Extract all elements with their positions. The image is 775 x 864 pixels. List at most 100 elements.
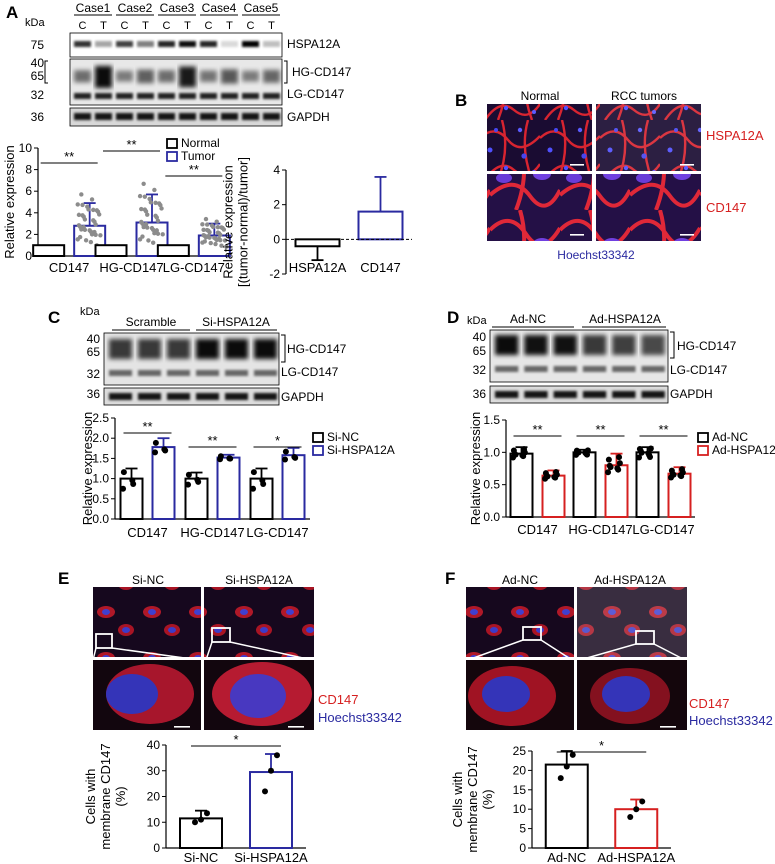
data-point [140,234,145,239]
y-axis-label: Cells withmembrane CD147(%) [83,743,128,849]
band-hg-cd147 [200,70,217,82]
legend-label: Normal [181,136,220,150]
group-ad-nc: Ad-NC [510,312,546,326]
marker-32: 32 [473,363,487,377]
data-point [160,232,165,237]
lane-label: T [184,20,191,32]
y-tick-label: 0.0 [92,512,109,526]
zoom-line [205,641,213,661]
legend-swatch [312,432,324,443]
data-point [204,810,210,817]
data-point [201,227,206,232]
band-lg-cd147 [95,93,112,99]
data-point [86,207,91,212]
band-hspa12a [116,41,133,47]
data-point [153,213,158,218]
scale-bar [570,164,584,166]
chart-e: 0 10 20 30 40 Cells withmembrane CD147(%) Si-N… [83,732,308,864]
y-tick-label: 0.5 [92,492,109,506]
data-point [142,194,148,199]
lane-label: C [79,20,87,32]
data-point [145,225,150,230]
zoom-line [653,643,686,661]
y-tick-label: 0 [153,841,160,855]
chart-a2: -2 0 2 4 Relative expression[(tumor-normal)/… [221,157,412,287]
band-gapdh [612,391,636,398]
band-gapdh [225,393,248,400]
band-lg-cd147 [167,370,190,376]
panel-b: B Normal RCC tumors HSPA12A CD147 Hoechs… [455,89,764,262]
data-point [91,218,96,223]
y-axis-label: Relative expression [468,412,483,525]
data-point [647,453,654,460]
bar [179,817,223,850]
band-hg-cd147 [74,70,91,83]
data-point [155,218,161,224]
panel-a-kda: kDa [25,17,45,29]
x-category-label: LG-CD147 [163,260,225,275]
bar [94,244,128,257]
band-gapdh [196,393,219,400]
band-hg-cd147 [196,339,219,359]
x-category-label: CD147 [127,525,167,540]
data-point [145,212,150,217]
data-point [192,819,198,826]
data-point [636,454,643,461]
blot-c-gapdh [103,387,280,406]
data-point [219,225,224,230]
data-point [219,243,224,248]
zoom-line [467,639,524,661]
data-point [213,241,218,247]
band-gapdh [116,113,133,120]
lane-label: C [205,20,213,32]
band-hspa12a [158,41,175,47]
label-lg-cd147: LG-CD147 [287,87,345,101]
data-point [154,228,159,233]
band-gapdh [495,391,519,398]
zoom-box [635,630,655,645]
data-point [152,187,157,193]
scale-bar [680,234,694,236]
lane-label: C [247,20,255,32]
data-point [150,240,156,245]
band-lg-cd147 [225,370,248,376]
data-point [544,473,551,480]
data-point [156,201,162,206]
data-point [143,222,149,227]
panel-e-letter: E [58,569,69,588]
data-point [93,232,98,238]
data-point [152,439,159,446]
panel-f-letter: F [445,569,455,588]
y-tick-label: 0 [519,841,526,855]
data-point [282,456,289,463]
data-point [563,763,570,770]
legend-swatch [697,445,709,456]
case-label: Case3 [160,1,195,15]
marker-65: 65 [31,69,45,83]
data-point [207,235,212,240]
y-tick-label: 1.5 [92,451,109,465]
y-tick-label: 15 [513,783,527,797]
x-category-label: Si-HSPA12A [234,850,308,864]
data-point [83,238,89,243]
data-point [215,224,221,230]
data-point [282,448,289,455]
band-hg-cd147 [95,66,112,88]
y-axis-label: Relative expression [80,412,95,525]
image-rcc-cd147 [596,174,701,241]
data-point [195,478,202,485]
legend-label: Si-HSPA12A [327,443,395,457]
y-tick-label: 2.0 [92,431,109,445]
col-ad-nc: Ad-NC [502,573,538,587]
blot-bands [495,335,665,398]
data-point [202,239,207,244]
data-point [262,788,268,795]
data-point [75,202,80,207]
col-rcc: RCC tumors [611,89,677,103]
data-point [185,471,192,478]
band-hg-cd147 [641,335,665,355]
blot-bands [109,339,277,400]
lane-label: C [163,20,171,32]
